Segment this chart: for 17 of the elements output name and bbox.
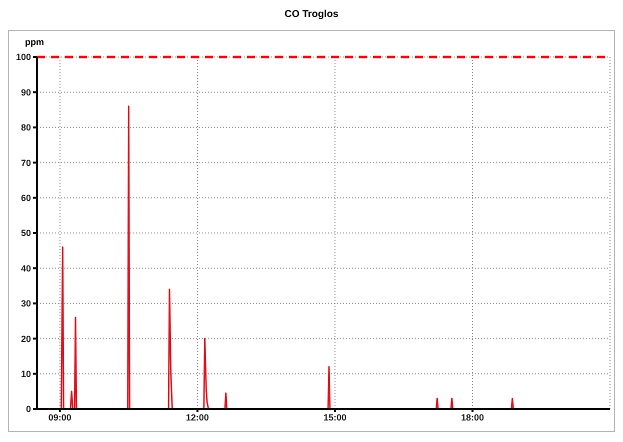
y-axis-title: ppm	[25, 37, 44, 47]
y-tick-label: 20	[20, 334, 31, 344]
x-tick-label: 12:00	[186, 412, 209, 422]
y-tick-label: 0	[26, 404, 31, 414]
x-tick-label: 15:00	[323, 412, 346, 422]
y-tick-label: 70	[20, 158, 31, 168]
y-tick-label: 80	[20, 122, 31, 133]
y-tick-label: 60	[20, 192, 31, 203]
y-tick-label: 100	[16, 52, 31, 62]
chart-title: CO Troglos	[284, 8, 340, 22]
x-tick-label: 18:00	[460, 412, 484, 422]
y-tick-label: 10	[20, 368, 31, 379]
x-tick-label: 09:00	[48, 412, 72, 422]
y-tick-label: 50	[20, 228, 31, 238]
y-tick-label: 90	[20, 87, 31, 98]
y-tick-label: 40	[20, 263, 31, 274]
y-tick-label: 30	[20, 298, 31, 309]
